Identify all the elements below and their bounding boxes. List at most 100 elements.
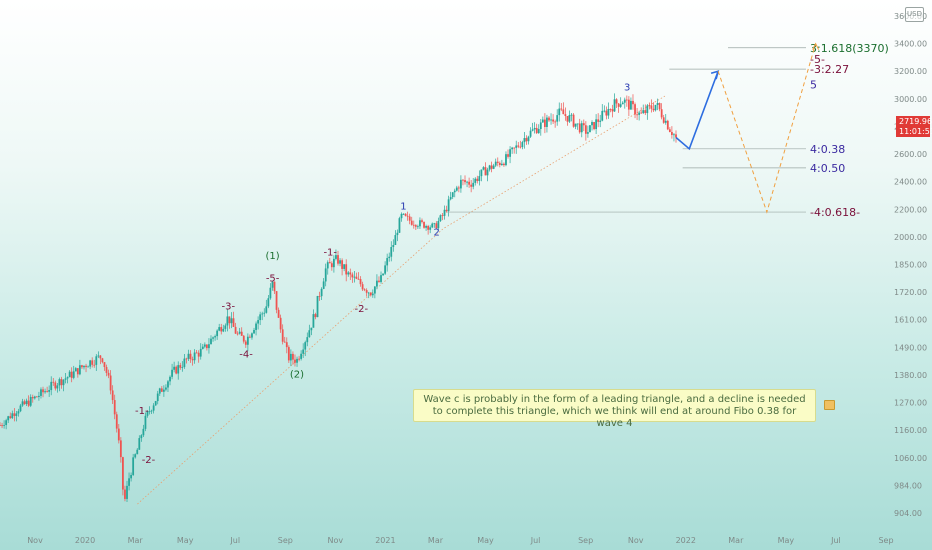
candle xyxy=(554,119,557,128)
candle xyxy=(380,271,382,284)
wave-label: 3 xyxy=(624,83,630,94)
candle-body xyxy=(609,108,612,110)
candle xyxy=(224,323,227,332)
candle-body xyxy=(668,129,671,132)
candle xyxy=(273,281,276,295)
candle xyxy=(470,180,473,193)
candle-body xyxy=(464,180,466,183)
candle-body xyxy=(552,119,554,122)
candle-body xyxy=(228,316,231,324)
candle-body xyxy=(425,225,427,228)
candle xyxy=(148,406,151,415)
candle xyxy=(445,205,448,213)
candle xyxy=(263,308,266,317)
candle xyxy=(38,391,40,401)
candle xyxy=(652,102,655,113)
annotation-note[interactable]: Wave c is probably in the form of a lead… xyxy=(413,389,816,429)
candle xyxy=(490,161,493,173)
candle-body xyxy=(144,415,147,429)
candle xyxy=(593,121,595,131)
candle xyxy=(238,327,241,335)
candle xyxy=(543,113,546,134)
candle xyxy=(253,327,255,334)
candle xyxy=(265,299,268,314)
candle-body xyxy=(124,489,126,499)
candle-body xyxy=(660,109,663,118)
candle xyxy=(91,357,94,368)
note-icon[interactable] xyxy=(824,400,835,410)
candle xyxy=(214,334,216,341)
candle xyxy=(605,106,608,120)
candle-body xyxy=(521,142,524,148)
candle xyxy=(523,131,526,149)
candle-body xyxy=(638,112,641,115)
candle-body xyxy=(345,264,348,275)
candle-body xyxy=(390,247,393,257)
candle-body xyxy=(347,272,350,275)
candle xyxy=(222,324,225,333)
candle-body xyxy=(617,103,620,107)
candle xyxy=(609,108,612,113)
candle-body xyxy=(539,122,542,130)
candle-body xyxy=(648,105,651,107)
candle-body xyxy=(23,401,26,405)
candle xyxy=(13,408,16,422)
candle-body xyxy=(587,132,589,134)
candle-body xyxy=(95,356,98,365)
candle-body xyxy=(427,225,430,230)
last-price-badge: 2719.96 11:01:53 xyxy=(896,116,932,137)
candle-body xyxy=(335,255,337,259)
wave-label: (1) xyxy=(266,251,280,262)
candle-body xyxy=(66,377,69,379)
y-tick-label: 3000.00 xyxy=(894,95,927,104)
candle-body xyxy=(29,397,32,406)
candle xyxy=(603,105,606,113)
candle-body xyxy=(7,416,10,421)
wave-label: -2- xyxy=(354,304,368,315)
candle-body xyxy=(265,306,268,313)
candle xyxy=(173,361,176,373)
candle-body xyxy=(318,296,321,297)
candle xyxy=(304,340,307,357)
candle xyxy=(353,271,356,283)
candle xyxy=(140,434,143,442)
candle xyxy=(457,185,460,193)
candle-body xyxy=(658,103,661,110)
candle-body xyxy=(167,381,169,388)
candle xyxy=(394,230,397,246)
candle-body xyxy=(566,115,569,122)
candle-body xyxy=(576,123,579,125)
candle xyxy=(60,376,63,389)
candle-body xyxy=(478,176,481,182)
candle-body xyxy=(412,224,415,226)
candle-body xyxy=(341,260,343,269)
candle-body xyxy=(52,381,55,383)
candle xyxy=(472,177,475,190)
candle xyxy=(509,146,511,164)
fib-level-label: 4:0.38 xyxy=(810,143,845,156)
candle-body xyxy=(261,313,264,315)
candle xyxy=(482,166,485,171)
candle xyxy=(130,472,133,482)
candle xyxy=(285,337,288,354)
candle-body xyxy=(595,119,598,130)
candle xyxy=(525,135,528,145)
candle xyxy=(314,312,317,320)
candle-body xyxy=(285,342,288,348)
candle xyxy=(341,258,343,276)
candle xyxy=(269,283,272,300)
candle-body xyxy=(232,318,235,327)
candle xyxy=(486,167,489,182)
candle-body xyxy=(148,411,151,413)
candle-body xyxy=(476,178,479,182)
candle xyxy=(556,109,559,126)
candle xyxy=(591,120,593,131)
candle-body xyxy=(453,190,456,193)
candle xyxy=(64,373,67,384)
currency-label[interactable]: USD xyxy=(905,7,924,22)
candle-body xyxy=(435,223,438,229)
candle xyxy=(281,324,284,345)
candle-body xyxy=(306,337,309,343)
